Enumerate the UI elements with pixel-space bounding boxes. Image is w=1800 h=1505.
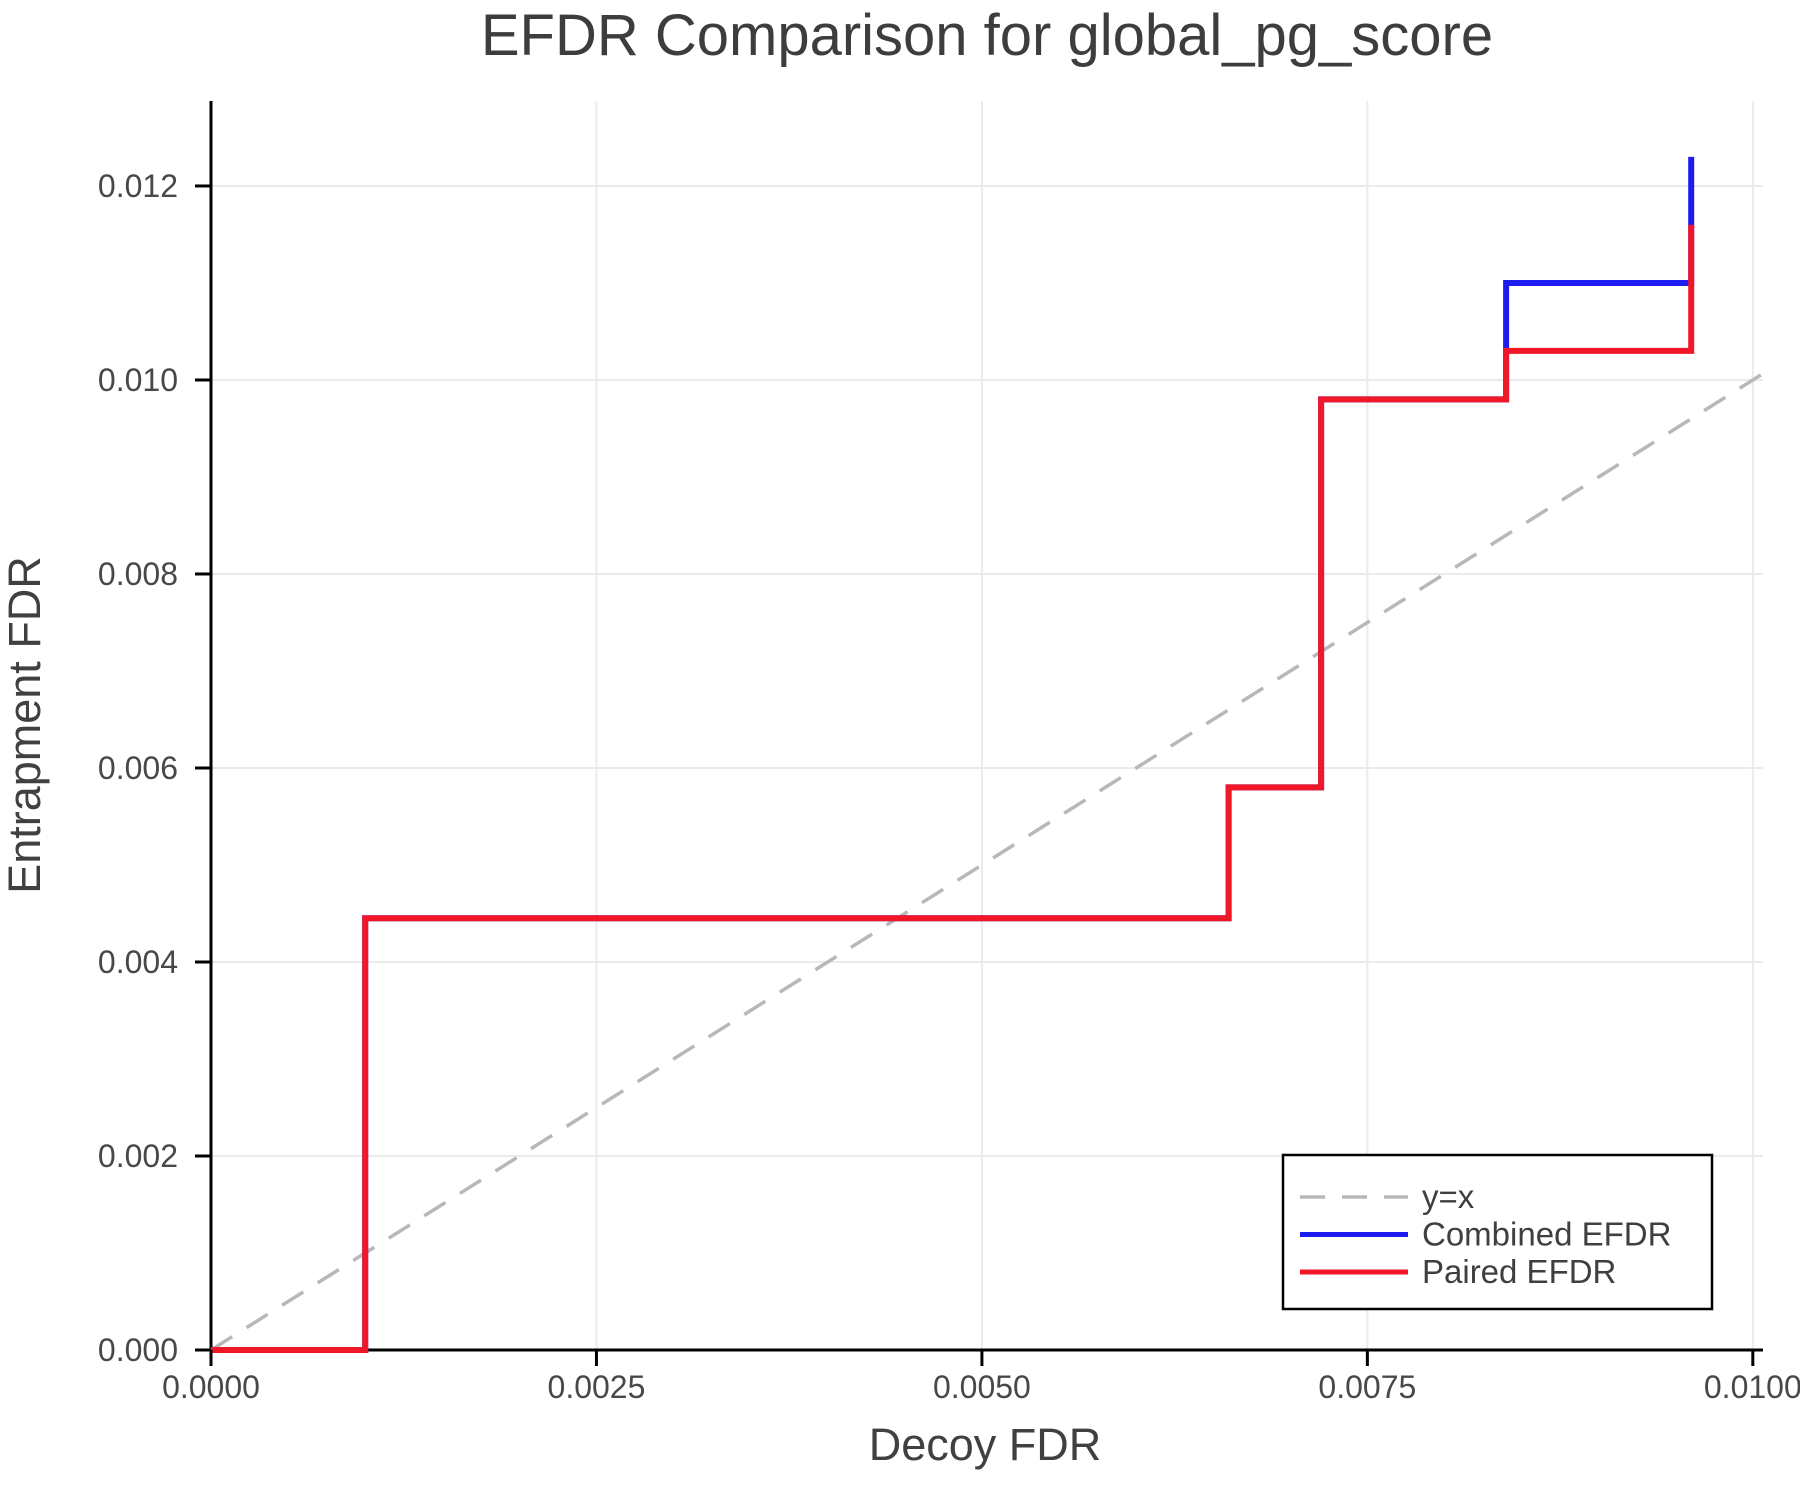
legend-label-paired-efdr: Paired EFDR [1422, 1253, 1616, 1290]
legend-label-y-x: y=x [1422, 1178, 1475, 1215]
y-tick-label-0.010: 0.010 [98, 362, 178, 398]
tick-labels: 0.0000 0.0025 0.0050 0.0075 0.0100 0.000 0.002… [98, 168, 1800, 1405]
y-tick-label-0.008: 0.008 [98, 556, 178, 592]
axis-spines [209, 101, 1763, 1352]
x-tick-label-0.0100: 0.0100 [1704, 1369, 1800, 1405]
y-x-line [210, 372, 1764, 1352]
y-axis-label: Entrapment FDR [0, 556, 50, 894]
x-tick-label-0.0050: 0.0050 [933, 1369, 1031, 1405]
paired-efdr-line [211, 224, 1695, 1353]
y-tick-label-0.012: 0.012 [98, 168, 178, 204]
y-tick-label-0.002: 0.002 [98, 1138, 178, 1174]
y-tick-label-0.000: 0.000 [98, 1332, 178, 1368]
series-lines [210, 156, 1764, 1353]
gridlines [211, 101, 1763, 1350]
tick-marks [195, 184, 1755, 1366]
x-tick-label-0.0075: 0.0075 [1318, 1369, 1416, 1405]
chart-title: EFDR Comparison for global_pg_score [481, 3, 1493, 68]
x-axis-label: Decoy FDR [869, 1419, 1102, 1470]
x-tick-label-0.0025: 0.0025 [548, 1369, 646, 1405]
y-tick-label-0.004: 0.004 [98, 944, 178, 980]
legend-label-combined-efdr: Combined EFDR [1422, 1216, 1671, 1253]
x-tick-label-0.0000: 0.0000 [162, 1369, 260, 1405]
y-tick-label-0.006: 0.006 [98, 750, 178, 786]
